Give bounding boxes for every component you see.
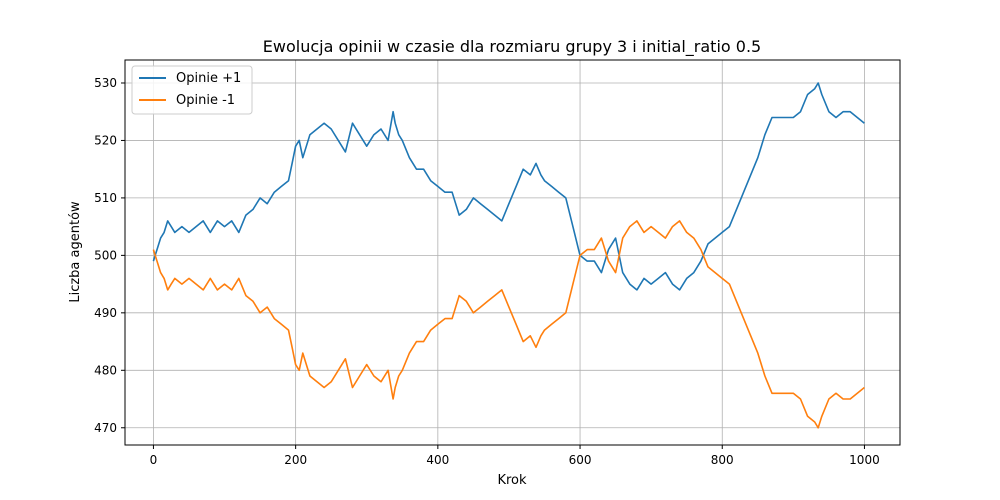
x-tick-label: 400 <box>426 453 449 467</box>
series-line-opinie-minus-1 <box>152 220 865 429</box>
grid-lines <box>125 60 900 445</box>
y-tick-label: 470 <box>94 421 117 435</box>
y-tick-label: 530 <box>94 76 117 90</box>
legend-label-opinie-minus-1: Opinie -1 <box>176 93 235 108</box>
legend-label-opinie-plus-1: Opinie +1 <box>176 71 241 86</box>
x-axis-label: Krok <box>497 473 527 488</box>
x-tick-label: 0 <box>150 453 158 467</box>
y-tick-label: 500 <box>94 248 117 262</box>
series-lines <box>152 82 865 429</box>
plot-frame <box>124 59 901 446</box>
legend: Opinie +1 Opinie -1 <box>131 65 253 115</box>
y-tick-label: 480 <box>94 363 117 377</box>
series-line-opinie-plus-1 <box>152 82 865 291</box>
x-tick-label: 600 <box>569 453 592 467</box>
y-axis-label: Liczba agentów <box>68 201 83 303</box>
x-tick-label: 1000 <box>849 453 880 467</box>
chart-title: Ewolucja opinii w czasie dla rozmiaru gr… <box>263 37 761 57</box>
y-tick-label: 510 <box>94 191 117 205</box>
x-axis: 0 200 400 600 800 1000 <box>150 445 880 467</box>
y-tick-label: 520 <box>94 133 117 147</box>
y-tick-label: 490 <box>94 306 117 320</box>
x-tick-label: 200 <box>284 453 307 467</box>
x-tick-label: 800 <box>711 453 734 467</box>
y-axis: 470 480 490 500 510 520 530 <box>94 76 125 435</box>
